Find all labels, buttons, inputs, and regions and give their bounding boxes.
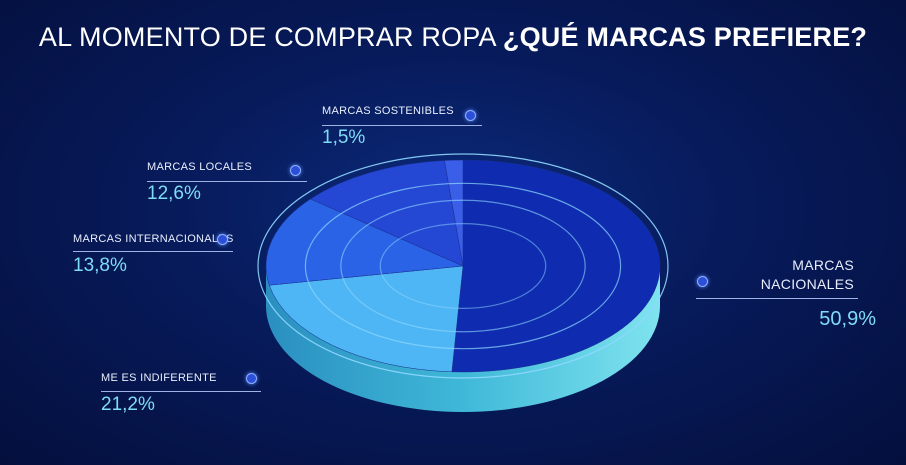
label-marcas-sostenibles: MARCAS SOSTENIBLES 1,5% bbox=[322, 105, 482, 149]
marker-dot-icon bbox=[465, 110, 476, 121]
label-me-es-indiferente: ME ES INDIFERENTE 21,2% bbox=[101, 372, 261, 416]
pie-slice bbox=[444, 159, 464, 267]
label-rule bbox=[696, 298, 858, 299]
pie-slice bbox=[268, 265, 464, 373]
pie-ring bbox=[379, 223, 547, 310]
label-name: ME ES INDIFERENTE bbox=[101, 372, 217, 384]
label-name: MARCAS INTERNACIONALES bbox=[73, 233, 234, 245]
marker-dot-icon bbox=[246, 373, 257, 384]
label-rule bbox=[73, 251, 233, 252]
pie-slice bbox=[265, 198, 464, 286]
label-value: 12,6% bbox=[147, 183, 201, 204]
pie-ring bbox=[340, 199, 586, 333]
marker-dot-icon bbox=[697, 276, 708, 287]
marker-dot-icon bbox=[217, 234, 228, 245]
title-part-1: AL MOMENTO DE COMPRAR ROPA bbox=[38, 22, 503, 52]
chart-title: AL MOMENTO DE COMPRAR ROPA ¿QUÉ MARCAS P… bbox=[0, 22, 906, 53]
title-part-2: ¿QUÉ MARCAS PREFIERE? bbox=[502, 22, 868, 52]
pie-slice bbox=[309, 160, 464, 267]
label-value: 13,8% bbox=[73, 255, 127, 276]
pie-slice bbox=[451, 159, 661, 373]
label-name: MARCAS LOCALES bbox=[147, 161, 253, 173]
marker-dot-icon bbox=[290, 165, 301, 176]
label-marcas-locales: MARCAS LOCALES 12,6% bbox=[147, 161, 307, 205]
label-name: MARCAS SOSTENIBLES bbox=[322, 105, 454, 117]
label-marcas-internacionales: MARCAS INTERNACIONALES 13,8% bbox=[73, 233, 233, 277]
label-rule bbox=[101, 391, 261, 392]
label-rule bbox=[147, 181, 307, 182]
label-name-line-1: MARCAS bbox=[792, 257, 854, 273]
label-value: 50,9% bbox=[819, 308, 876, 330]
label-value: 1,5% bbox=[322, 127, 366, 148]
label-name-line-2: NACIONALES bbox=[760, 276, 854, 292]
label-rule bbox=[322, 125, 482, 126]
pie-ring bbox=[257, 153, 669, 379]
pie-side-band bbox=[266, 266, 660, 412]
label-value: 21,2% bbox=[101, 394, 155, 415]
pie-ring bbox=[304, 182, 622, 350]
label-marcas-nacionales: MARCAS NACIONALES 50,9% bbox=[696, 256, 876, 331]
